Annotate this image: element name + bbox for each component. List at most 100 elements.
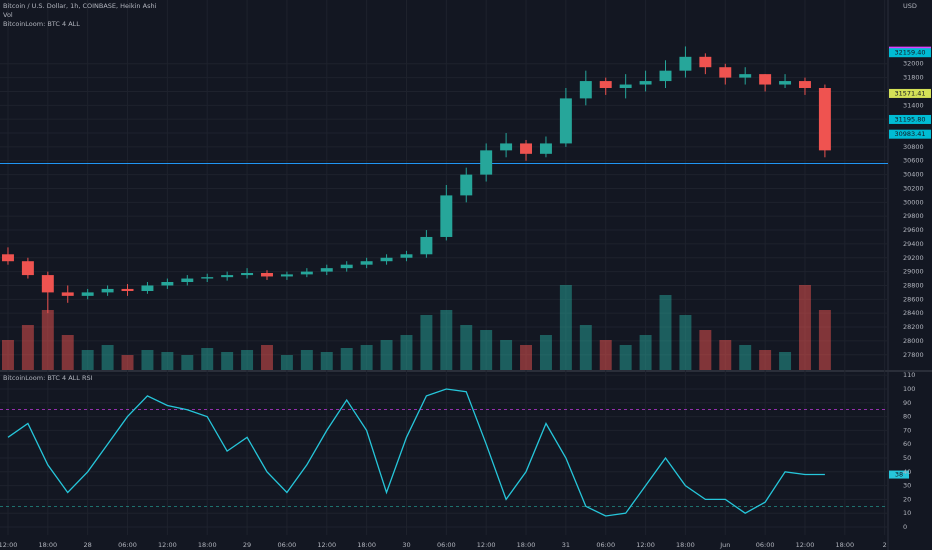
candle-body [1, 254, 14, 262]
volume-bar [261, 345, 273, 370]
volume-bar [579, 325, 592, 370]
x-tick-label: 31 [562, 541, 570, 549]
x-tick-label: 12:00 [636, 541, 655, 549]
volume-bar [1, 340, 14, 370]
y-tick-label: 28000 [903, 337, 924, 345]
rsi-tag [889, 470, 909, 479]
volume-bar [41, 310, 54, 370]
candle-body [340, 264, 353, 269]
price-tag [889, 114, 931, 124]
volume-bar [181, 355, 194, 370]
candle-body [61, 292, 74, 296]
y-tick-label: 10 [903, 509, 911, 517]
price-tag [889, 88, 931, 98]
candle-body [460, 174, 473, 196]
rsi-line [7, 388, 825, 517]
volume-bar [739, 345, 752, 370]
y-tick-label: 31800 [903, 74, 924, 82]
x-tick-label: 28 [84, 541, 92, 549]
candle-body [400, 254, 413, 258]
x-tick-label: 06:00 [118, 541, 137, 549]
x-tick-label: 12:00 [317, 541, 336, 549]
volume-bar [320, 352, 333, 370]
y-tick-label: 90 [903, 399, 911, 407]
volume-bar [639, 335, 652, 370]
price-tag-label: 31195.80 [894, 115, 925, 123]
candle-body [241, 272, 254, 276]
x-tick-label: 30 [402, 541, 410, 549]
volume-bar [699, 330, 712, 370]
y-tick-label: 80 [903, 413, 911, 421]
volume-bar [599, 340, 612, 370]
candle-body [818, 87, 831, 151]
y-tick-label: 28600 [903, 295, 924, 303]
candle-body [161, 282, 174, 286]
y-tick-label: 30600 [903, 157, 924, 165]
candle-body [520, 143, 533, 154]
price-tag-label: 30983.41 [894, 130, 925, 138]
volume-bar [21, 325, 34, 370]
volume-bar [460, 325, 473, 370]
axis-unit: USD [903, 2, 917, 10]
volume-bar [121, 355, 134, 370]
candle-body [101, 288, 114, 293]
candle-body [480, 150, 493, 175]
candle-body [539, 143, 552, 154]
volume-bar [280, 355, 293, 370]
candle-body [559, 98, 572, 144]
x-tick-label: 06:00 [437, 541, 456, 549]
y-tick-label: 28800 [903, 281, 924, 289]
candle-body [261, 272, 273, 277]
volume-bar [61, 335, 74, 370]
x-tick-label: 18:00 [38, 541, 57, 549]
x-tick-label: 06:00 [278, 541, 297, 549]
price-tag-label: 32159.40 [894, 49, 925, 57]
candle-body [21, 261, 34, 276]
grid [0, 0, 888, 535]
price-tag-label: 31571.41 [894, 89, 925, 97]
volume-bar [719, 340, 732, 370]
volume-bar [779, 352, 792, 370]
y-tick-label: 30200 [903, 184, 924, 192]
volume-bar [380, 340, 393, 370]
y-tick-label: 30400 [903, 171, 924, 179]
y-tick-label: 30 [903, 482, 911, 490]
volume-bar [500, 340, 513, 370]
candle-body [221, 275, 234, 278]
x-tick-label: 12:00 [796, 541, 815, 549]
y-tick-label: 110 [903, 371, 915, 379]
rsi-title: BitcoinLoom: BTC 4 ALL RSI [3, 374, 93, 382]
y-tick-label: 29800 [903, 212, 924, 220]
x-tick-label: 18:00 [835, 541, 854, 549]
candle-body [41, 275, 54, 293]
candle-body [639, 81, 652, 85]
x-tick-label: 18:00 [198, 541, 217, 549]
volume-bar [241, 350, 254, 370]
chart-title: Bitcoin / U.S. Dollar, 1h, COINBASE, Hei… [3, 2, 157, 10]
rsi-tag-label: 38 [895, 471, 903, 479]
candle-body [719, 67, 732, 78]
x-tick-label: 12:00 [477, 541, 496, 549]
volume-bar [360, 345, 373, 370]
price-tag [889, 48, 931, 58]
volume-bar [221, 352, 234, 370]
x-tick-label: 12:00 [158, 541, 177, 549]
volume-bar [440, 310, 453, 370]
candle-body [280, 274, 293, 277]
candle-body [659, 70, 672, 82]
candle-body [599, 81, 612, 88]
candle-body [619, 84, 632, 88]
candle-body [380, 257, 393, 262]
x-tick-label: 06:00 [596, 541, 615, 549]
indicator-title: BitcoinLoom: BTC 4 ALL [3, 20, 80, 28]
y-tick-label: 40 [903, 468, 911, 476]
volume-bar [161, 352, 174, 370]
y-tick-label: 29000 [903, 268, 924, 276]
x-tick-label: 2 [883, 541, 887, 549]
volume-bar [818, 310, 831, 370]
candle-body [799, 81, 811, 88]
candle-body [739, 74, 752, 78]
y-tick-label: 70 [903, 426, 911, 434]
candle-body [420, 236, 433, 255]
candle-body [699, 56, 712, 68]
